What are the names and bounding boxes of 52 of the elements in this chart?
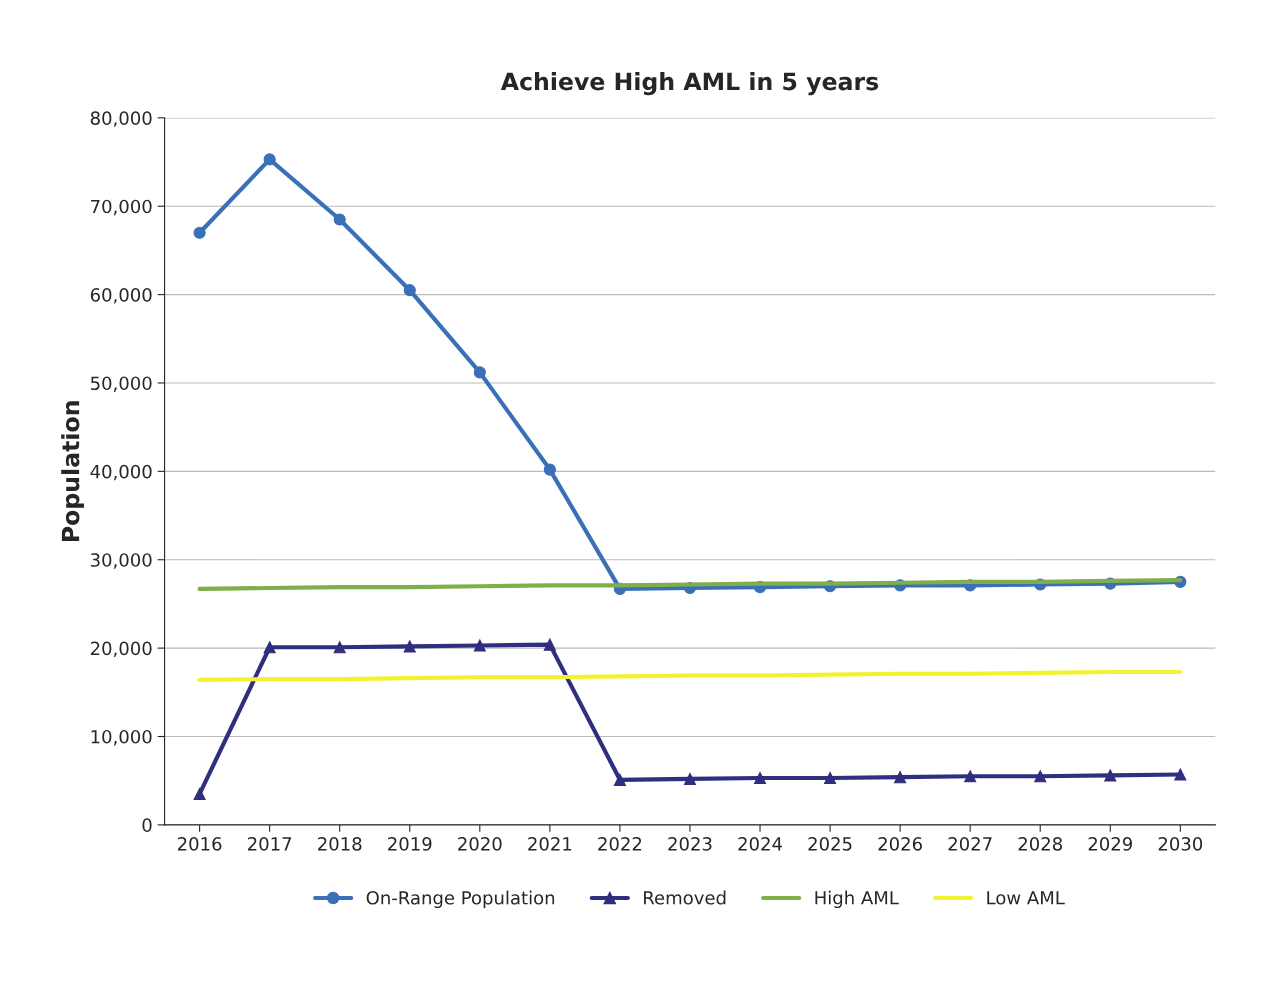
point xyxy=(543,463,556,476)
x-tick-label: 2025 xyxy=(808,837,852,851)
point xyxy=(333,213,346,226)
chart-title: Achieve High AML in 5 years xyxy=(500,72,879,96)
point xyxy=(683,772,697,785)
point xyxy=(894,771,907,784)
y-axis-title: Population xyxy=(61,401,85,542)
y-tick-label: 60,000 xyxy=(90,288,152,304)
point xyxy=(1034,770,1047,783)
x-tick-label: 2017 xyxy=(248,837,292,851)
x-tick-label: 2029 xyxy=(1088,837,1132,851)
y-tick-label: 80,000 xyxy=(90,111,152,127)
legend-label: Removed xyxy=(644,890,726,905)
point xyxy=(964,770,977,783)
point xyxy=(824,771,837,785)
y-tick-label: 30,000 xyxy=(90,553,152,569)
y-tick-label: 20,000 xyxy=(90,641,152,658)
point xyxy=(193,787,206,801)
x-tick-label: 2016 xyxy=(177,837,222,851)
y-tick-label: 10,000 xyxy=(91,729,152,746)
x-tick-label: 2026 xyxy=(878,837,922,851)
x-tick-label: 2027 xyxy=(948,837,992,851)
y-tick-label: 50,000 xyxy=(90,376,152,392)
x-tick-label: 2020 xyxy=(458,837,502,851)
y-tick-label: 40,000 xyxy=(90,464,152,481)
point xyxy=(193,226,206,239)
x-tick-label: 2028 xyxy=(1018,837,1062,851)
y-tick-label: 0 xyxy=(142,818,152,832)
point xyxy=(753,771,767,785)
point xyxy=(403,640,416,653)
point xyxy=(473,639,486,652)
line-series xyxy=(197,669,1183,683)
point xyxy=(263,641,276,654)
point xyxy=(1104,769,1117,782)
x-tick-label: 2023 xyxy=(668,837,712,851)
point xyxy=(543,638,556,651)
legend-label: Low AML xyxy=(987,891,1065,905)
x-tick-label: 2019 xyxy=(388,837,432,851)
point xyxy=(473,366,486,379)
point xyxy=(333,641,346,654)
x-tick-label: 2018 xyxy=(318,837,362,851)
legend-label: High AML xyxy=(815,890,899,909)
point xyxy=(613,773,626,786)
point xyxy=(403,284,416,297)
y-tick-label: 70,000 xyxy=(91,199,152,216)
x-tick-label: 2022 xyxy=(598,837,642,851)
point xyxy=(1174,768,1187,781)
x-tick-label: 2030 xyxy=(1158,837,1203,851)
point xyxy=(263,153,276,166)
x-tick-label: 2024 xyxy=(738,837,782,851)
x-tick-label: 2021 xyxy=(528,837,572,851)
legend-label: On-Range Population xyxy=(366,890,555,909)
